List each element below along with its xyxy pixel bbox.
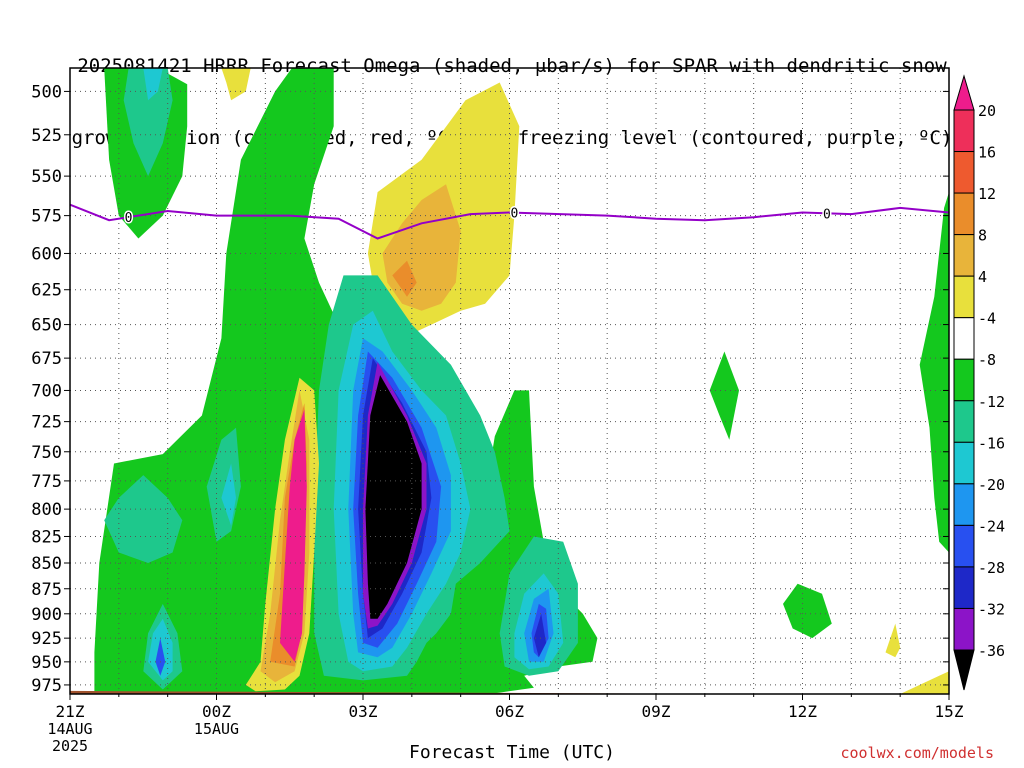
colorbar-label: 16 [978,144,996,162]
omega-region--16 [221,463,236,526]
y-tick-label: 575 [31,207,62,227]
colorbar-label: 12 [978,185,996,203]
colorbar-bin [953,441,975,485]
y-tick-label: 825 [31,527,62,547]
omega-region-4 [900,671,949,694]
y-tick-label: 875 [31,580,62,600]
colorbar-label: -8 [978,351,996,369]
colorbar-bin [953,566,975,609]
x-tick-label: 21Z [56,702,85,721]
colorbar-label: -20 [978,476,1005,494]
x-tick-sublabel: 2025 [52,737,88,755]
y-tick-label: 500 [31,82,62,102]
y-tick-label: 725 [31,413,62,433]
colorbar-label: -36 [978,642,1005,660]
colorbar-label: -4 [978,310,996,328]
y-tick-label: 625 [31,281,62,301]
omega-region--8 [783,583,832,639]
omega-region--8 [709,351,739,440]
omega-region--8 [919,192,949,553]
x-axis-title: Forecast Time (UTC) [409,742,615,763]
omega-region--12 [104,475,183,563]
x-tick-label: 06Z [495,702,524,721]
freezing-level-line [70,203,949,240]
colorbar-bin [953,317,975,360]
colorbar-label: -32 [978,600,1005,618]
x-tick-label: 12Z [788,702,817,721]
freezing-level-label: 0 [125,211,133,226]
colorbar-bin [953,234,975,277]
omega-region--16 [143,68,163,101]
y-tick-label: 775 [31,472,62,492]
y-tick-label: 700 [31,381,62,401]
colorbar-bin [953,400,975,443]
y-tick-label: 550 [31,167,62,187]
colorbar-label: 20 [978,102,996,120]
omega-region-4 [885,623,901,658]
x-tick-label: 09Z [642,702,671,721]
y-tick-label: 525 [31,126,62,146]
colorbar: 20 16 12 8 4 -4 -8 -12 -16 -20 -24 -28 -32 -36 [953,74,1005,691]
freezing-level-label: 0 [823,207,831,222]
colorbar-label: -24 [978,517,1005,535]
colorbar-label: 4 [978,268,987,286]
colorbar-label: 8 [978,227,987,245]
colorbar-bin [953,151,975,194]
omega-region-20 [280,409,307,662]
y-tick-label: 650 [31,316,62,336]
y-tick-label: 750 [31,443,62,463]
colorbar-label: -12 [978,393,1005,411]
y-tick-label: 950 [31,653,62,673]
freezing-level-label: 0 [510,207,518,222]
ground-surface [70,690,949,694]
colorbar-label: -28 [978,559,1005,577]
y-tick-label: 600 [31,244,62,264]
colorbar-label: -16 [978,434,1005,452]
colorbar-bin [953,275,975,319]
site-credit: coolwx.com/models [840,744,994,762]
x-tick-label: 00Z [202,702,231,721]
omega-region--24 [155,638,166,676]
colorbar-bottom-arrow [953,649,975,691]
omega-region-4 [221,68,251,101]
x-tick-label: 15Z [935,702,964,721]
colorbar-bin [953,483,975,526]
y-tick-label: 850 [31,554,62,574]
y-tick-label: 925 [31,629,62,649]
plot-area: 0 0 0 [70,68,949,694]
omega-region--12 [123,68,173,177]
x-tick-label: 03Z [349,702,378,721]
colorbar-bin [953,524,975,568]
colorbar-top-arrow [953,74,975,111]
y-tick-label: 975 [31,676,62,696]
colorbar-bin [953,192,975,236]
colorbar-bin [953,109,975,153]
x-tick-sublabel: 14AUG [47,720,92,738]
omega-region--28 [533,613,547,658]
colorbar-bin [953,358,975,402]
x-tick-sublabel: 15AUG [194,720,239,738]
y-tick-label: 900 [31,605,62,625]
omega-region-12 [392,260,417,297]
y-tick-label: 800 [31,500,62,520]
chart-title-line-1: 2025081421 HRRR Forecast Omega (shaded, … [77,55,947,77]
colorbar-bin [953,607,975,651]
y-tick-label: 675 [31,349,62,369]
omega-region--36 [365,375,422,619]
